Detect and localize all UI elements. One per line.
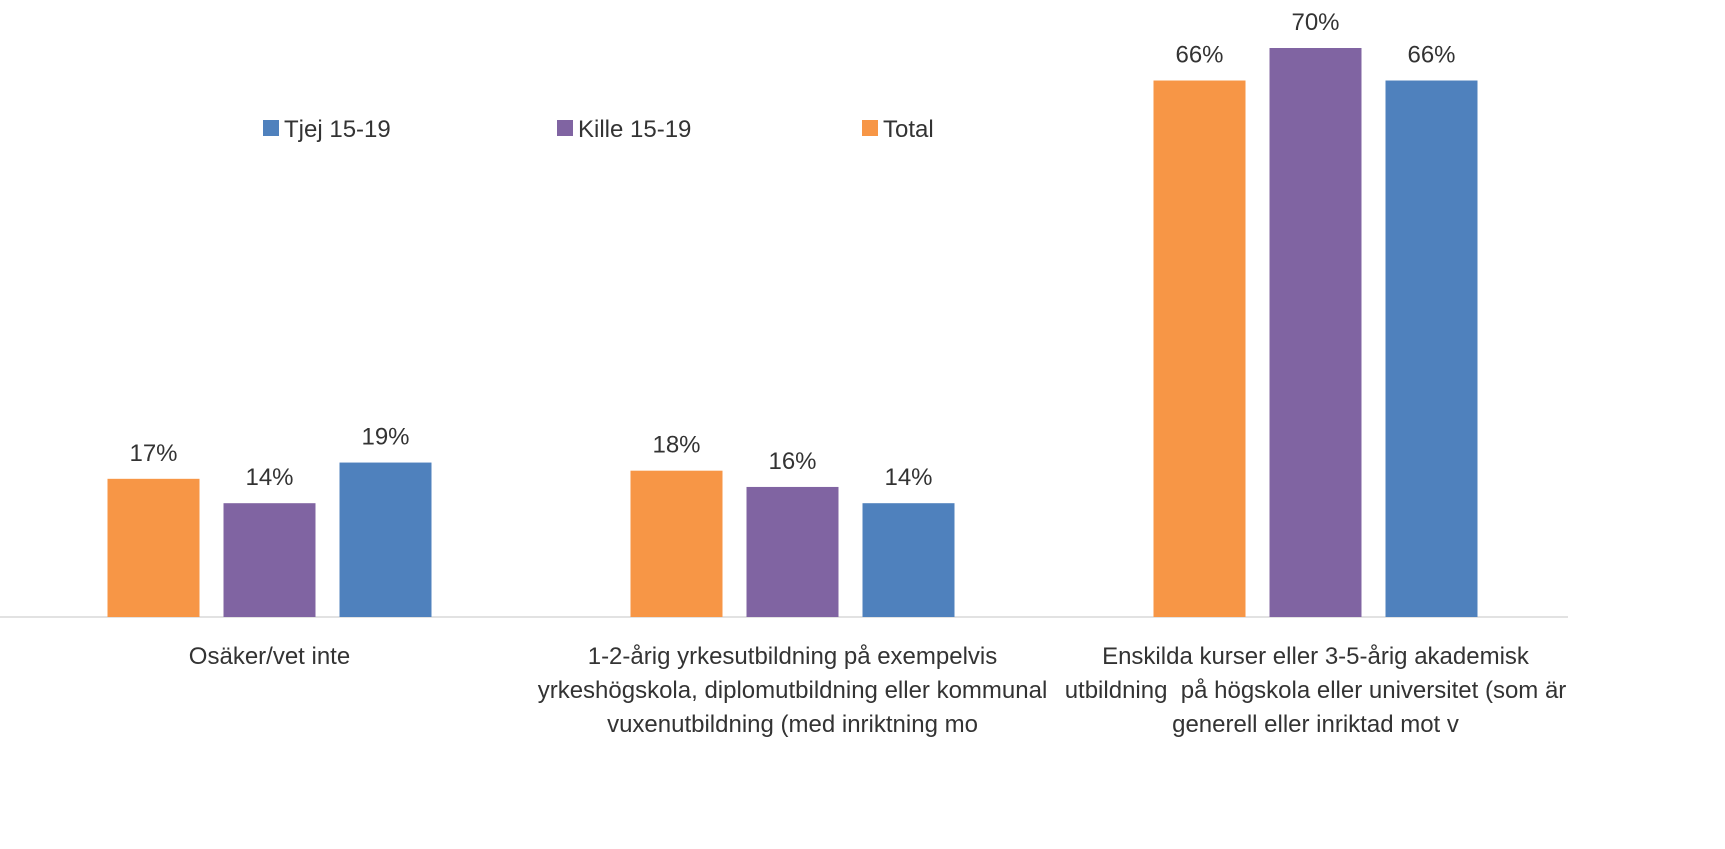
x-tick-label: Osäker/vet inte — [188, 643, 351, 670]
data-label: 16% — [768, 448, 816, 475]
legend-swatch — [862, 120, 878, 136]
bar — [339, 462, 432, 617]
bar — [630, 470, 723, 617]
legend-label: Tjej 15-19 — [284, 116, 391, 143]
bar — [107, 478, 200, 617]
bar — [1153, 80, 1246, 617]
data-label: 14% — [245, 464, 293, 491]
bar — [746, 486, 839, 617]
bar — [1269, 48, 1362, 617]
legend-swatch — [263, 120, 279, 136]
data-label: 70% — [1291, 9, 1339, 36]
data-label: 17% — [129, 440, 177, 467]
legend-label: Total — [883, 116, 934, 143]
data-label: 66% — [1175, 42, 1223, 69]
x-tick-label: 1-2-årig yrkesutbildning på exempelvis y… — [537, 643, 1054, 738]
data-label: 14% — [884, 464, 932, 491]
data-label: 66% — [1407, 42, 1455, 69]
data-label: 18% — [652, 432, 700, 459]
x-tick-label: Enskilda kurser eller 3-5-årig akademisk… — [1064, 643, 1573, 738]
bar — [862, 503, 955, 617]
bar — [223, 503, 316, 617]
legend-swatch — [557, 120, 573, 136]
legend-label: Kille 15-19 — [578, 116, 691, 143]
bar — [1385, 80, 1478, 617]
data-label: 19% — [361, 424, 409, 451]
